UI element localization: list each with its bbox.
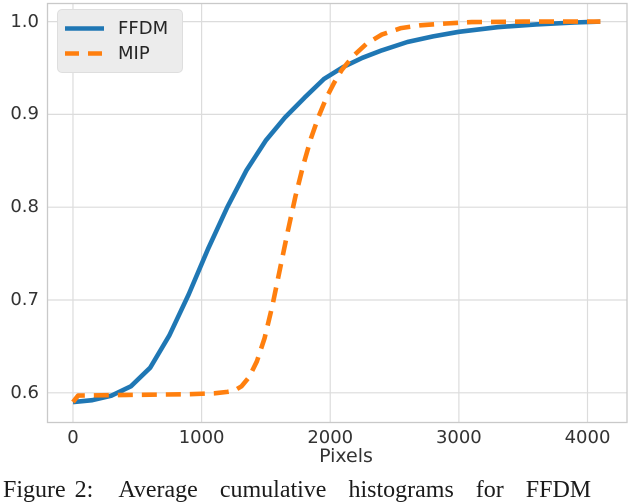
ffdm-line: [72, 19, 601, 405]
plot-border: [46, 2, 628, 424]
figure-caption: Figure 2: Average cumulative histograms …: [3, 477, 591, 502]
x-tick-label: 0: [67, 427, 79, 448]
x-axis-title: Pixels: [319, 445, 373, 467]
ffdm-line-icon: [65, 26, 104, 31]
y-tick-label: 1.0: [10, 10, 39, 32]
x-tick-label: 2000: [307, 427, 354, 448]
y-tick-label: 0.7: [10, 289, 39, 310]
x-tick-label: 3000: [435, 427, 482, 448]
mip-line: [71, 19, 601, 404]
legend: FFDM MIP: [57, 9, 184, 73]
chart-area: 0.6 0.7 0.8 0.9 1.0 0 1000 2000 3000 4000 Pixels …: [10, 2, 628, 467]
legend-item-ffdm: FFDM: [64, 18, 168, 39]
legend-label-mip: MIP: [118, 43, 150, 64]
x-tick-label: 1000: [178, 427, 225, 448]
legend-item-mip: MIP: [64, 43, 168, 64]
caption-label: Figure 2:: [3, 477, 94, 502]
caption-text: Average cumulative histograms for FFDM: [118, 477, 592, 502]
mip-line-icon: [65, 51, 104, 56]
y-tick-label: 0.6: [10, 381, 39, 403]
y-tick-label: 0.8: [10, 196, 39, 218]
legend-label-ffdm: FFDM: [118, 18, 169, 39]
y-tick-label: 0.9: [10, 103, 39, 125]
plot-canvas: [46, 2, 628, 424]
x-tick-label: 4000: [564, 427, 611, 448]
